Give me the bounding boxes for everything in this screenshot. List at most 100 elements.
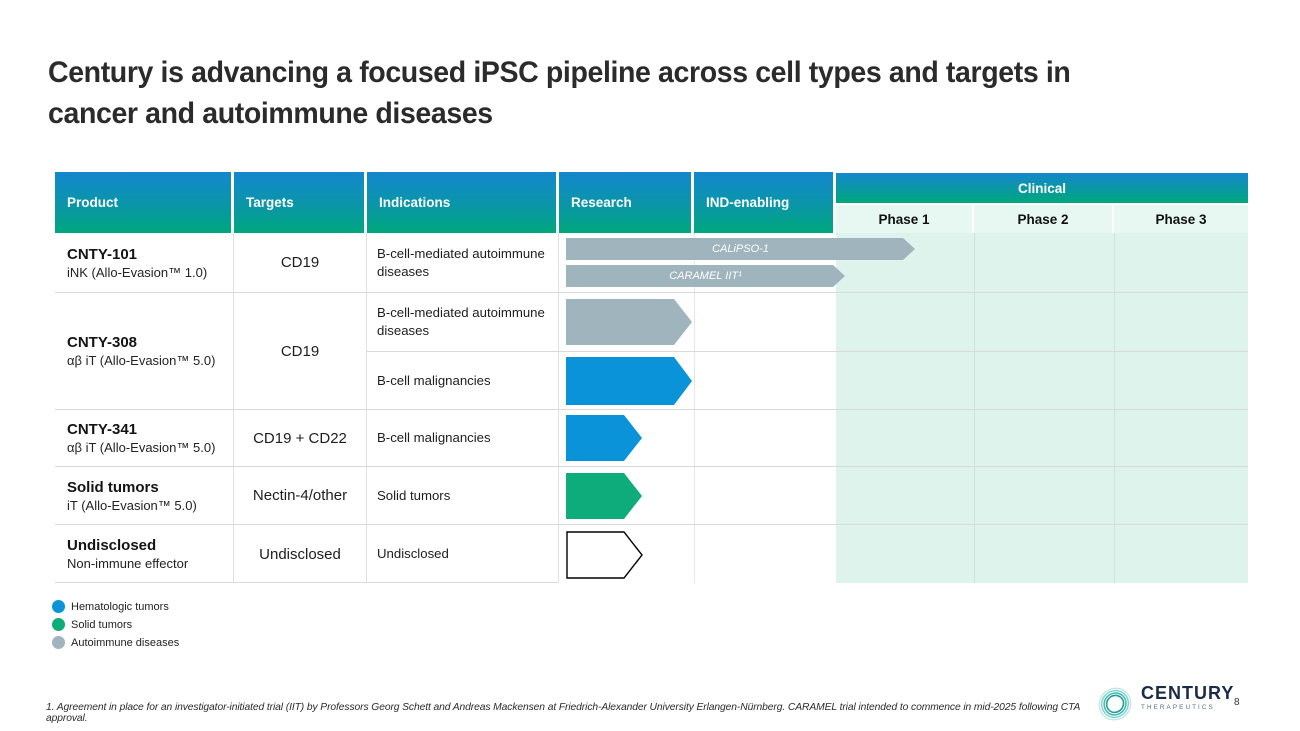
stage-track [559, 525, 1248, 583]
column-divider [694, 352, 695, 409]
column-divider [974, 352, 975, 409]
legend: Hematologic tumors Solid tumors Autoimmu… [52, 600, 179, 654]
column-header-clinical: Clinical [836, 173, 1248, 203]
column-header-phase1: Phase 1 [836, 205, 974, 233]
column-header-targets: Targets [234, 172, 367, 233]
autoimmune-swatch-icon [52, 636, 65, 649]
column-divider [1114, 410, 1115, 466]
indication-cell: B-cell malignancies [367, 352, 559, 409]
column-header-indications: Indications [367, 172, 559, 233]
product-subtitle: iNK (Allo-Evasion™ 1.0) [67, 264, 208, 280]
column-divider [1114, 467, 1115, 524]
product-subtitle: Non-immune effector [67, 556, 189, 571]
stage-track [559, 293, 1248, 351]
column-divider [694, 293, 695, 351]
product-subtitle: iT (Allo-Evasion™ 5.0) [67, 497, 197, 513]
stage-track [559, 352, 1248, 409]
product-subtitle: αβ iT (Allo-Evasion™ 5.0) [67, 440, 216, 455]
legend-label: Autoimmune diseases [71, 636, 180, 649]
indication-cell: B-cell-mediated autoimmune diseases [367, 293, 559, 351]
product-name: CNTY-101 [67, 245, 138, 263]
stage-track: CALiPSO-1 CARAMEL IIT¹ [559, 233, 1248, 292]
sub-row-autoimmune: B-cell-mediated autoimmune diseases [367, 293, 1248, 351]
column-divider [974, 233, 975, 292]
pipeline-arrow-308-hematologic [566, 357, 692, 405]
pipeline-arrow-341-hematologic [566, 415, 642, 461]
pipeline-arrow-308-autoimmune [566, 299, 692, 345]
product-name: CNTY-341 [67, 421, 138, 438]
table-row-undisclosed: Undisclosed Non-immune effector Undisclo… [55, 524, 1248, 583]
product-name: CNTY-308 [67, 334, 138, 351]
page-title: Century is advancing a focused iPSC pipe… [48, 52, 1236, 134]
pipeline-arrow-calipso-1: CALiPSO-1 [566, 238, 915, 260]
legend-label: Hematologic tumors [71, 600, 169, 613]
product-subtitle: αβ iT (Allo-Evasion™ 5.0) [67, 353, 216, 368]
century-logo-icon [1098, 687, 1132, 721]
pipeline-arrow-undisclosed [566, 531, 643, 579]
pipeline-table: Product Targets Indications Research IND… [55, 172, 1248, 583]
title-line-1: Century is advancing a focused iPSC pipe… [48, 56, 1071, 89]
legend-label: Solid tumors [71, 618, 133, 631]
company-logo: CENTURY THERAPEUTICS [1096, 684, 1234, 724]
phase-header-row: Phase 1 Phase 2 Phase 3 [836, 205, 1248, 233]
column-divider [1114, 293, 1115, 351]
stage-track [559, 467, 1248, 524]
page-number: 8 [1234, 697, 1240, 708]
trial-label: CARAMEL IIT¹ [669, 270, 742, 282]
table-row-solid-tumors: Solid tumors iT (Allo-Evasion™ 5.0) Nect… [55, 466, 1248, 524]
indication-cell: B-cell-mediated autoimmune diseases [367, 233, 559, 292]
clinical-zone [836, 467, 1248, 524]
column-divider [694, 233, 695, 292]
targets-cell: CD19 + CD22 [234, 410, 367, 466]
trial-label: CALiPSO-1 [712, 243, 769, 255]
column-header-ind-enabling: IND-enabling [694, 172, 836, 233]
targets-cell: CD19 [234, 293, 367, 409]
column-divider [1114, 233, 1115, 292]
column-divider [694, 410, 695, 466]
title-line-2: cancer and autoimmune diseases [48, 97, 493, 130]
clinical-zone [836, 352, 1248, 409]
product-cell: CNTY-341 αβ iT (Allo-Evasion™ 5.0) [55, 410, 234, 466]
logo-name: CENTURY [1141, 683, 1235, 703]
indication-cell: B-cell malignancies [367, 410, 559, 466]
targets-cell: Nectin-4/other [234, 467, 367, 524]
column-divider [694, 467, 695, 524]
footnote: 1. Agreement in place for an investigato… [46, 702, 1080, 724]
targets-cell: Undisclosed [234, 525, 367, 583]
indication-cell: Undisclosed [367, 525, 559, 583]
column-header-phase2: Phase 2 [974, 205, 1114, 233]
column-header-research: Research [559, 172, 694, 233]
column-divider [1114, 525, 1115, 583]
product-cell: Solid tumors iT (Allo-Evasion™ 5.0) [55, 467, 234, 524]
solid-swatch-icon [52, 618, 65, 631]
column-header-phase3: Phase 3 [1114, 205, 1248, 233]
column-divider [974, 525, 975, 583]
table-body: CNTY-101 iNK (Allo-Evasion™ 1.0) CD19 B-… [55, 233, 1248, 583]
column-divider [974, 410, 975, 466]
table-row-cnty-101: CNTY-101 iNK (Allo-Evasion™ 1.0) CD19 B-… [55, 233, 1248, 292]
table-header: Product Targets Indications Research IND… [55, 172, 1248, 233]
pipeline-arrow-caramel-iit: CARAMEL IIT¹ [566, 265, 845, 287]
column-divider [694, 525, 695, 583]
stage-track [559, 410, 1248, 466]
column-divider [974, 467, 975, 524]
column-divider [1114, 352, 1115, 409]
legend-item-solid: Solid tumors [52, 618, 179, 631]
table-row-cnty-341: CNTY-341 αβ iT (Allo-Evasion™ 5.0) CD19 … [55, 409, 1248, 466]
clinical-zone [836, 525, 1248, 583]
product-name: Solid tumors [67, 478, 159, 496]
column-header-product: Product [55, 172, 234, 233]
hematologic-swatch-icon [52, 600, 65, 613]
product-cell: CNTY-101 iNK (Allo-Evasion™ 1.0) [55, 233, 234, 292]
product-cell: CNTY-308 αβ iT (Allo-Evasion™ 5.0) [55, 293, 234, 409]
legend-item-hematologic: Hematologic tumors [52, 600, 179, 613]
logo-subtitle: THERAPEUTICS [1141, 704, 1215, 711]
clinical-zone [836, 410, 1248, 466]
product-cell: Undisclosed Non-immune effector [55, 525, 234, 583]
logo-text: CENTURY THERAPEUTICS [1141, 683, 1235, 712]
table-row-cnty-308: CNTY-308 αβ iT (Allo-Evasion™ 5.0) CD19 … [55, 292, 1248, 409]
indication-cell: Solid tumors [367, 467, 559, 524]
product-name: Undisclosed [67, 537, 157, 554]
indication-subrows: B-cell-mediated autoimmune diseases B-ce… [367, 293, 1248, 409]
